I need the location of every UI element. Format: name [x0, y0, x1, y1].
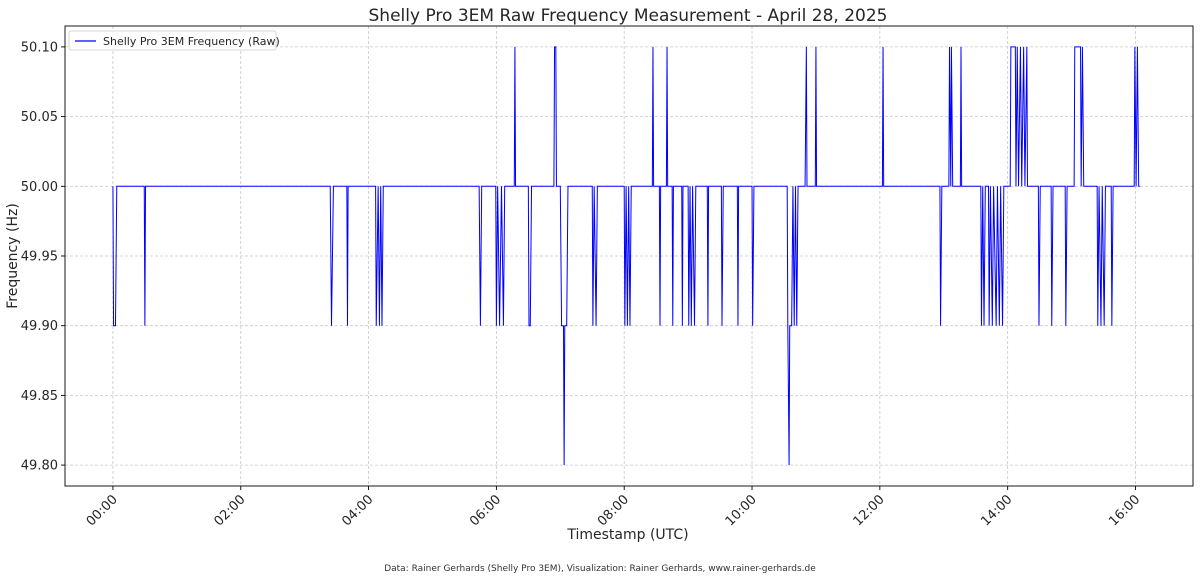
x-tick-label: 08:00	[595, 492, 632, 529]
x-tick-label: 16:00	[1106, 492, 1143, 529]
data-source-caption: Data: Rainer Gerhards (Shelly Pro 3EM), …	[384, 564, 816, 574]
chart-title: Shelly Pro 3EM Raw Frequency Measurement…	[369, 6, 888, 26]
y-tick-label: 49.95	[21, 250, 58, 265]
x-tick-label: 04:00	[339, 492, 376, 529]
y-tick-label: 50.00	[21, 180, 58, 195]
x-tick-label: 00:00	[84, 492, 121, 529]
y-axis-title: Frequency (Hz)	[5, 203, 21, 309]
legend-box	[68, 30, 277, 51]
x-tick-label: 06:00	[467, 492, 504, 529]
series-layer	[112, 46, 1140, 466]
legend: Shelly Pro 3EM Frequency (Raw)	[68, 30, 280, 51]
series-line	[112, 46, 1140, 466]
x-tick-label: 14:00	[978, 492, 1015, 529]
y-tick-label: 49.80	[21, 459, 58, 474]
y-tick-label: 49.85	[21, 389, 58, 404]
y-tick-label: 49.90	[21, 319, 58, 334]
x-tick-label: 02:00	[211, 492, 248, 529]
legend-label: Shelly Pro 3EM Frequency (Raw)	[103, 35, 280, 48]
x-tick-label: 10:00	[723, 492, 760, 529]
y-tick-label: 50.05	[21, 110, 58, 125]
x-axis-title: Timestamp (UTC)	[566, 527, 688, 543]
x-tick-label: 12:00	[851, 492, 888, 529]
y-tick-label: 50.10	[21, 40, 58, 55]
x-axis-ticks: 00:00 02:00 04:00 06:00 08:00 10:00 12:00 14:00…	[84, 486, 1143, 529]
y-axis-ticks: 49.80 49.85 49.90 49.95 50.00 50.05 50.10	[21, 40, 65, 474]
